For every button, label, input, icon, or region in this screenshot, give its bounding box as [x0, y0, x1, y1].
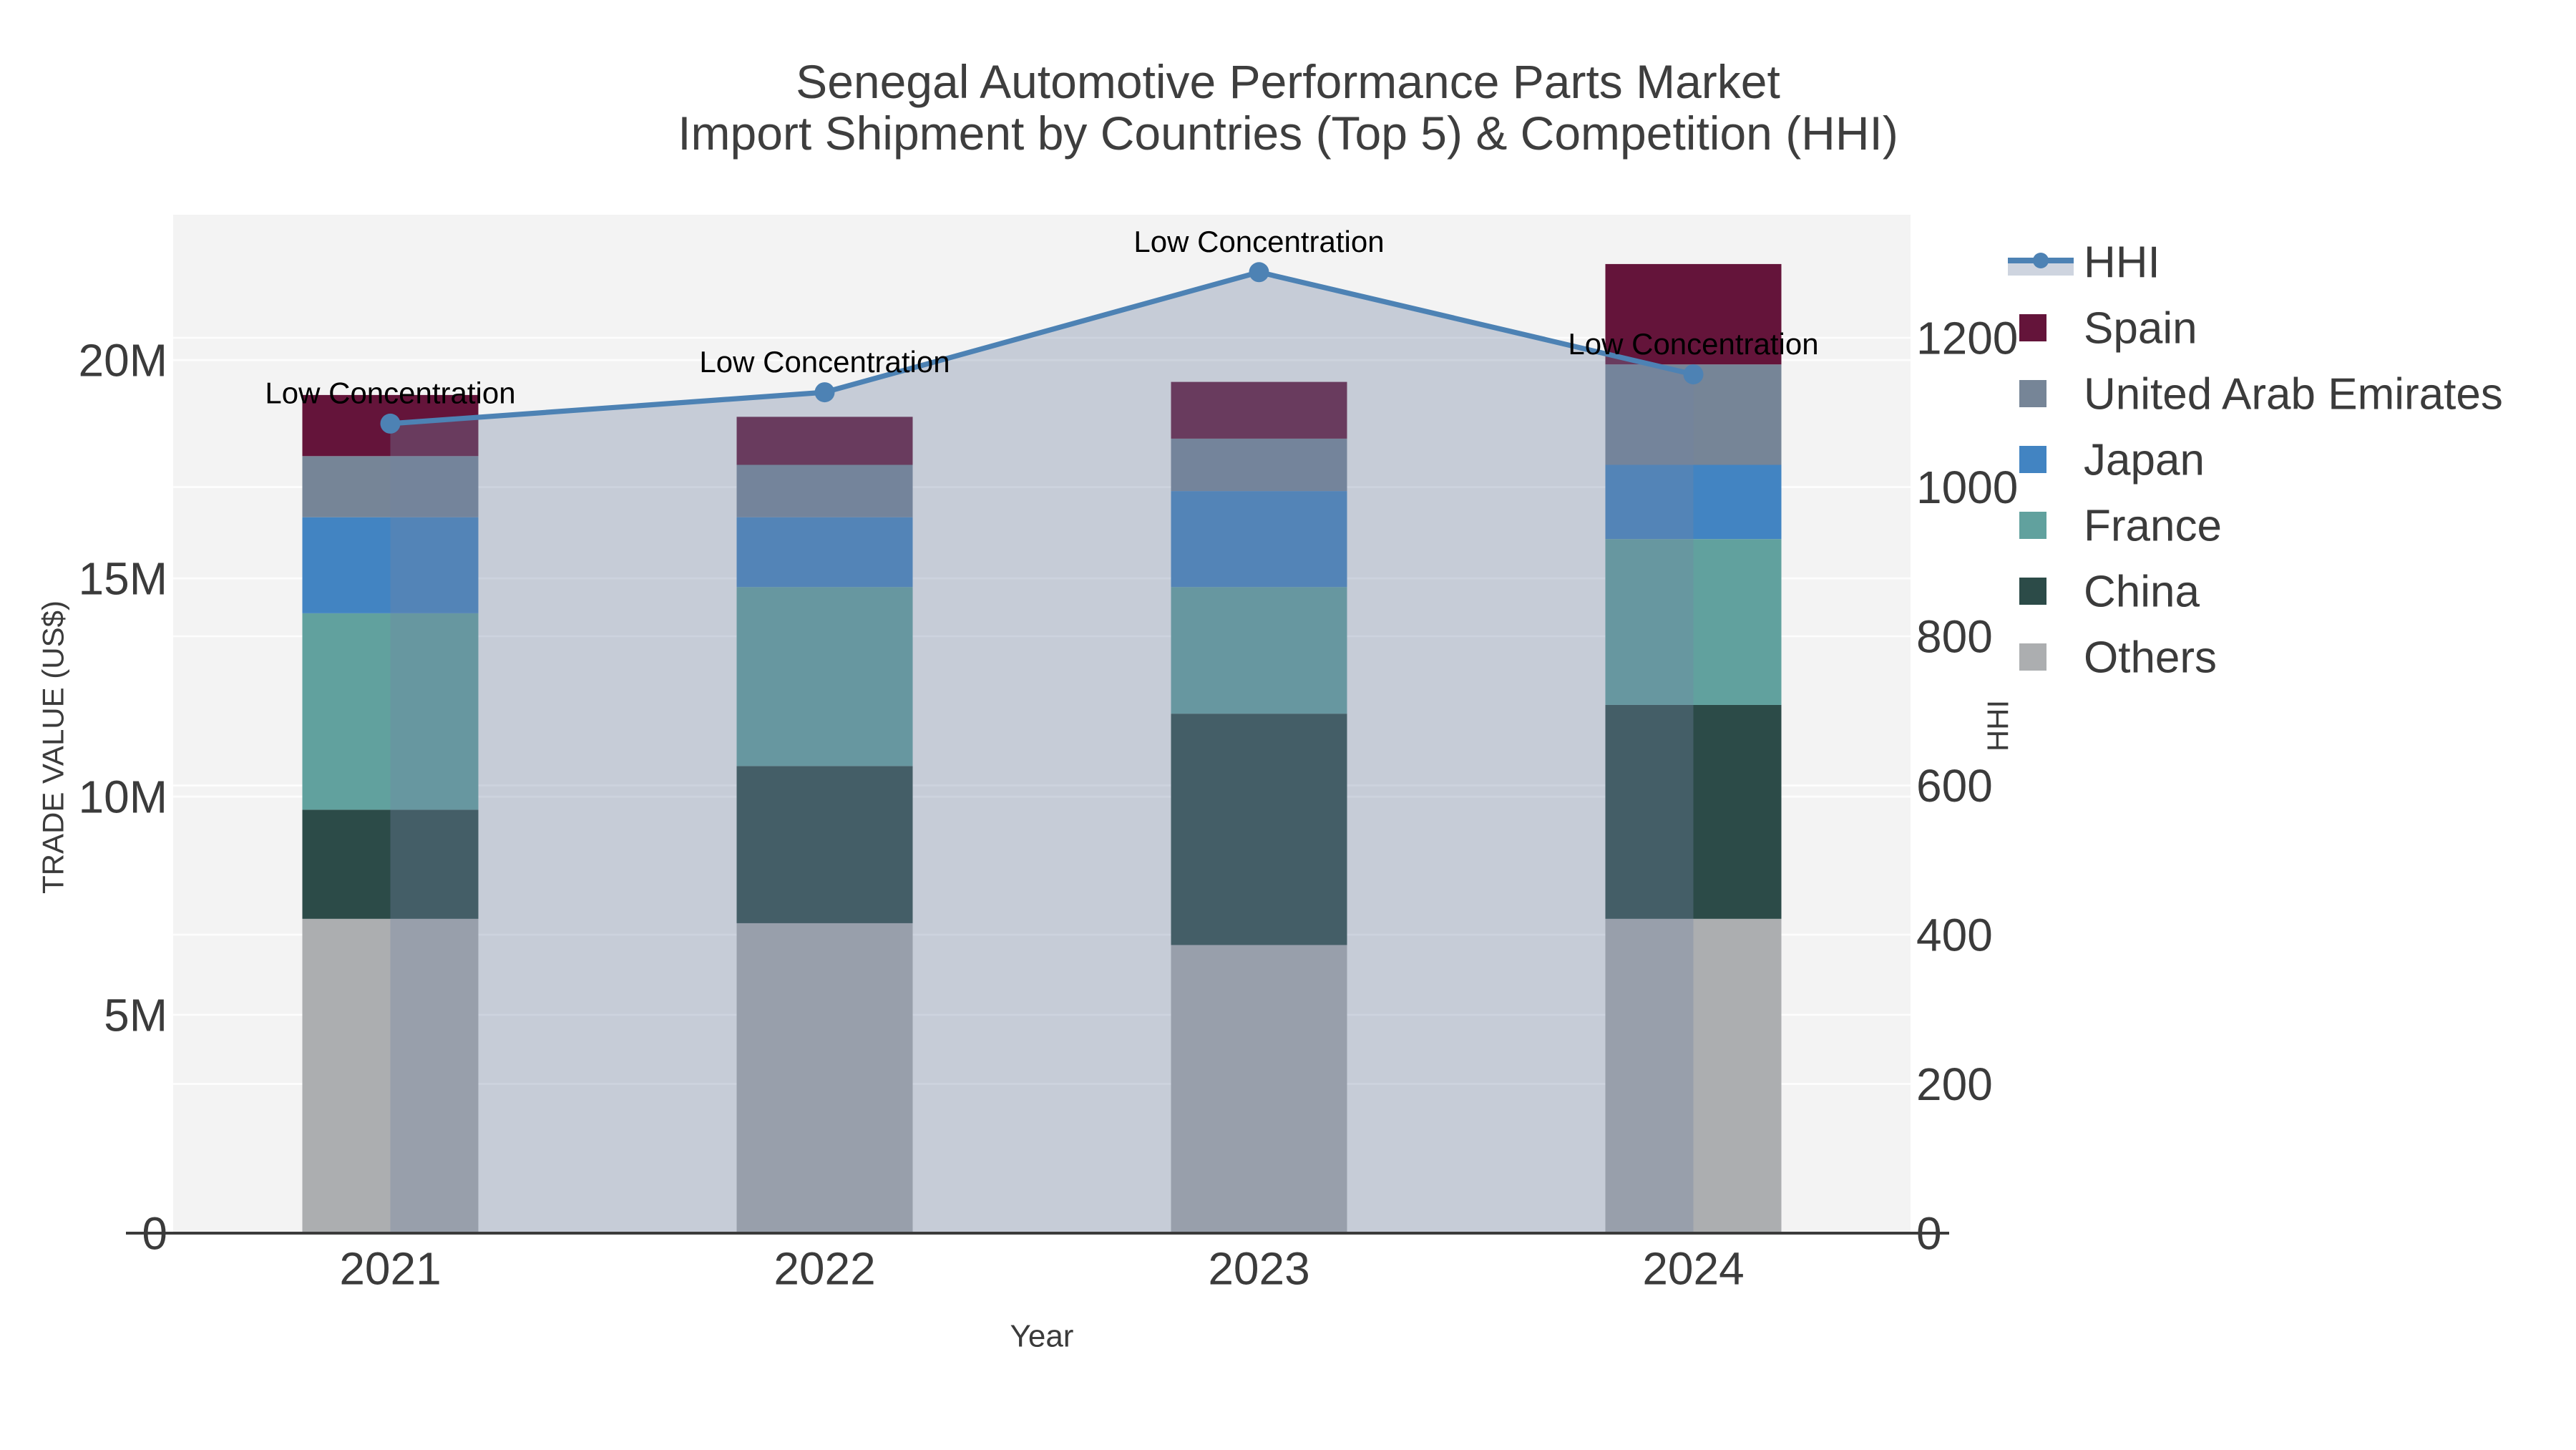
bar-segment-united-arab-emirates-2021[interactable]	[302, 456, 479, 517]
legend-item-france[interactable]: France	[2019, 502, 2222, 551]
stacked-bars	[302, 263, 1782, 1233]
bar-segment-china-2024[interactable]	[1605, 704, 1782, 919]
legend: HHI Spain United Arab Emirates Japan France C…	[2008, 238, 2503, 683]
y-right-tick-label-1000: 1000	[1916, 462, 2018, 513]
chart-title-line1: Senegal Automotive Performance Parts Mar…	[796, 55, 1780, 108]
y-left-tick-label-0: 0	[142, 1207, 167, 1259]
x-axis-title: Year	[1010, 1318, 1074, 1353]
bar-segment-others-2021[interactable]	[302, 918, 479, 1233]
hhi-marker-2021[interactable]	[380, 413, 401, 434]
annotation-low-concentration-2023: Low Concentration	[1133, 225, 1384, 258]
legend-item-united-arab-emirates[interactable]: United Arab Emirates	[2019, 370, 2503, 419]
bar-segment-spain-2023[interactable]	[1171, 381, 1347, 439]
bar-segment-japan-2022[interactable]	[736, 517, 913, 588]
legend-label-hhi: HHI	[2084, 238, 2160, 288]
bar-segment-japan-2021[interactable]	[302, 517, 479, 613]
legend-label-spain: Spain	[2084, 304, 2197, 354]
y-right-tick-label-200: 200	[1916, 1059, 1993, 1110]
x-tick-label-2023: 2023	[1208, 1242, 1309, 1294]
legend-swatch-united-arab-emirates	[2019, 380, 2046, 407]
hhi-marker-2022[interactable]	[814, 382, 835, 403]
hhi-line	[390, 269, 1694, 427]
x-tick-label-2022: 2022	[774, 1242, 875, 1294]
x-tick-label-2024: 2024	[1642, 1242, 1744, 1294]
bar-segment-france-2024[interactable]	[1605, 539, 1782, 705]
legend-label-united-arab-emirates: United Arab Emirates	[2084, 370, 2503, 419]
legend-item-others[interactable]: Others	[2019, 633, 2217, 683]
legend-label-china: China	[2084, 568, 2200, 617]
y-right-tick-label-800: 800	[1916, 610, 1993, 662]
legend-swatch-spain	[2019, 314, 2046, 341]
legend-label-others: Others	[2084, 633, 2217, 683]
bar-segment-others-2022[interactable]	[736, 923, 913, 1233]
bar-segment-others-2024[interactable]	[1605, 918, 1782, 1233]
legend-swatch-france	[2019, 512, 2046, 539]
bar-segment-japan-2023[interactable]	[1171, 491, 1347, 588]
hhi-area-fill	[390, 272, 1694, 1234]
legend-item-china[interactable]: China	[2019, 568, 2200, 617]
hhi-marker-2023[interactable]	[1249, 262, 1269, 283]
bar-segment-france-2021[interactable]	[302, 613, 479, 810]
legend-item-spain[interactable]: Spain	[2019, 304, 2197, 354]
bar-segment-japan-2024[interactable]	[1605, 464, 1782, 540]
legend-hhi-marker-sample	[2033, 253, 2049, 268]
y-left-axis-title: TRADE VALUE (US$)	[36, 600, 70, 894]
bar-segment-china-2022[interactable]	[736, 766, 913, 923]
y-left-tick-label-10M: 10M	[79, 771, 168, 822]
bar-segment-france-2022[interactable]	[736, 587, 913, 767]
chart-title-line2: Import Shipment by Countries (Top 5) & C…	[678, 107, 1898, 160]
legend-label-japan: Japan	[2084, 436, 2205, 485]
bar-segment-china-2023[interactable]	[1171, 714, 1347, 945]
legend-item-japan[interactable]: Japan	[2019, 436, 2205, 485]
annotation-low-concentration-2024: Low Concentration	[1568, 327, 1818, 361]
bar-segment-united-arab-emirates-2022[interactable]	[736, 464, 913, 517]
y-right-tick-label-600: 600	[1916, 760, 1993, 812]
y-left-tick-label-20M: 20M	[79, 335, 168, 386]
y-right-axis-title: HHI	[1981, 700, 2015, 751]
hhi-marker-2024[interactable]	[1683, 364, 1704, 385]
legend-item-hhi[interactable]: HHI	[2008, 238, 2160, 288]
bar-segment-china-2021[interactable]	[302, 809, 479, 919]
legend-swatch-japan	[2019, 446, 2046, 473]
y-left-tick-label-5M: 5M	[104, 989, 167, 1041]
y-left-tick-label-15M: 15M	[79, 553, 168, 604]
legend-label-france: France	[2084, 502, 2222, 551]
y-right-tick-label-1200: 1200	[1916, 312, 2018, 364]
bar-segment-others-2023[interactable]	[1171, 945, 1347, 1233]
legend-swatch-others	[2019, 643, 2046, 671]
bar-segment-united-arab-emirates-2023[interactable]	[1171, 438, 1347, 492]
bar-segment-spain-2022[interactable]	[736, 417, 913, 465]
annotation-low-concentration-2022: Low Concentration	[699, 345, 950, 379]
x-tick-label-2021: 2021	[339, 1242, 441, 1294]
annotation-low-concentration-2021: Low Concentration	[265, 376, 515, 410]
bar-segment-spain-2024[interactable]	[1605, 263, 1782, 365]
legend-swatch-china	[2019, 578, 2046, 605]
y-right-tick-label-400: 400	[1916, 909, 1993, 960]
y-right-tick-label-0: 0	[1916, 1207, 1942, 1259]
bar-segment-france-2023[interactable]	[1171, 587, 1347, 714]
